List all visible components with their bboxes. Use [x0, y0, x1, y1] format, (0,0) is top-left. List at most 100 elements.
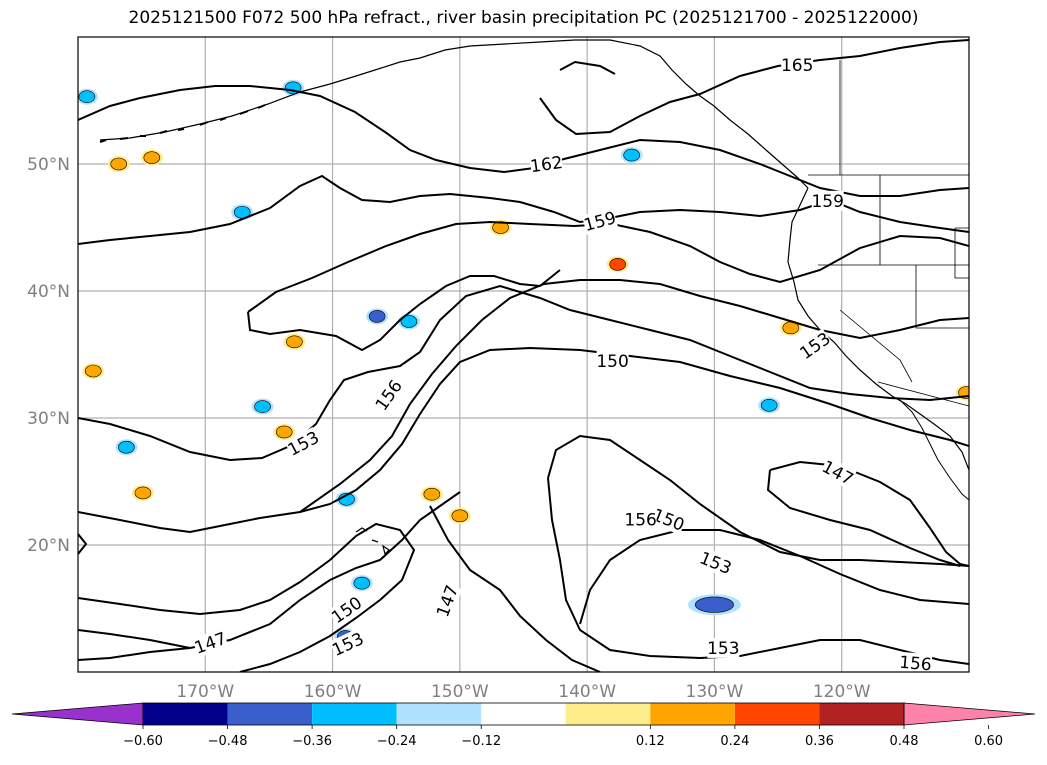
- contour-label-bg: [329, 628, 367, 660]
- colorbar-tick-label: −0.48: [208, 734, 248, 749]
- precip-patch: [110, 157, 128, 171]
- precip-patch: [275, 425, 293, 439]
- precip-patch: [400, 315, 418, 328]
- contour-label-bg: [529, 151, 564, 177]
- contour-label-bg: [432, 582, 462, 620]
- contour-label-group: 1651621591591561531531501501501561531531…: [191, 54, 932, 676]
- contour-156-loop: [247, 269, 561, 352]
- precip-patch: [118, 440, 135, 454]
- contour-label-bg: [811, 190, 844, 211]
- contour-153-sw: [78, 629, 191, 649]
- precip-patch: [492, 221, 509, 234]
- contour-150: [78, 346, 969, 534]
- contour-label-bg: [707, 637, 740, 658]
- precip-patch: [694, 596, 734, 613]
- contour-label: 147: [433, 583, 463, 620]
- lat-tick-label: 30°N: [27, 409, 70, 429]
- contour-153-south: [579, 529, 969, 625]
- contour-label-bg: [650, 504, 688, 535]
- lon-tick-label: 130°W: [686, 682, 744, 702]
- precip-patch: [760, 398, 778, 412]
- contour-label: 150: [596, 352, 628, 372]
- contour-w-edge: [78, 533, 88, 555]
- precip-patch: [451, 509, 469, 523]
- contour-label-bg: [581, 207, 618, 235]
- lon-tick-label: 160°W: [304, 682, 362, 702]
- colorbar-bin: [565, 703, 651, 725]
- contour-147-east: [769, 460, 969, 567]
- contour-150-south: [429, 505, 601, 672]
- precip-patch: [623, 148, 640, 162]
- contour-label: 153: [797, 329, 835, 364]
- contour-label: 147: [818, 457, 856, 490]
- graticule: [78, 37, 969, 672]
- colorbar-bin: [312, 703, 397, 725]
- contour-label-bg: [697, 547, 735, 579]
- contour-147-south: [78, 491, 461, 661]
- contour-156-jet: [299, 279, 969, 513]
- colorbar-tick-label: 0.24: [720, 734, 749, 749]
- contour-label: 153: [697, 548, 735, 579]
- political-borders: [808, 60, 969, 407]
- precip-patch: [423, 487, 441, 501]
- map-frame: [77, 36, 970, 673]
- contour-label-bg: [371, 376, 406, 414]
- precip-patch: [143, 151, 161, 164]
- precip-patch: [134, 486, 152, 500]
- colorbar-bin: [650, 703, 735, 725]
- contour-label: 147: [192, 629, 229, 659]
- colorbar-bin: [734, 703, 820, 725]
- precip-patch: [353, 576, 371, 590]
- colorbar-bin: [396, 703, 482, 725]
- colorbar-tick-label: −0.24: [377, 734, 417, 749]
- contour-label-bg: [796, 328, 834, 363]
- contour-147-east-b: [766, 469, 961, 567]
- colorbar-frame: [142, 702, 905, 726]
- lon-tick-label: 150°W: [431, 682, 489, 702]
- bc-coast: [787, 187, 969, 471]
- contour-label-bg: [819, 456, 857, 489]
- lat-tick-label: 50°N: [27, 155, 70, 175]
- contour-label: 150: [328, 593, 366, 628]
- colorbar-tick-label: 0.12: [636, 734, 665, 749]
- colorbar-bin: [227, 703, 313, 725]
- precip-patch: [78, 90, 96, 103]
- longitude-tick-labels: 170°W 160°W 150°W 140°W 130°W 120°W: [176, 682, 870, 702]
- contour-165: [539, 39, 969, 136]
- contour-label: 156: [624, 511, 656, 531]
- contour-156-southloop: [547, 477, 969, 665]
- contour-153: [78, 284, 969, 462]
- contour-label: 156: [898, 653, 932, 676]
- contour-label-bg: [781, 54, 814, 75]
- precip-patch: [368, 310, 386, 323]
- precip-patch: [286, 335, 303, 349]
- lon-tick-label: 170°W: [176, 682, 234, 702]
- contour-label: 156: [372, 377, 407, 415]
- colorbar-bin: [481, 703, 566, 725]
- contour-label: 159: [811, 192, 843, 212]
- colorbar-tick-label: −0.60: [123, 734, 163, 749]
- contour-label-bg: [191, 627, 229, 658]
- colorbar-extend-left: [11, 702, 144, 726]
- refractivity-contours: [78, 39, 969, 672]
- contour-label-bg: [624, 509, 657, 530]
- precip-patch: [84, 364, 102, 378]
- contour-label: 165: [781, 56, 813, 76]
- figure-title: 2025121500 F072 500 hPa refract., river …: [128, 8, 919, 28]
- contour-150-sw: [78, 522, 416, 672]
- colorbar-tick-label: 0.48: [890, 734, 919, 749]
- colorbar: −0.60 −0.48 −0.36 −0.24 −0.12 0.12 0.24 0.36 0.4…: [11, 702, 1036, 749]
- lon-tick-label: 120°W: [813, 682, 871, 702]
- lat-tick-label: 40°N: [27, 282, 70, 302]
- contour-162: [78, 85, 969, 197]
- colorbar-bin: [143, 703, 228, 725]
- contour-label: 153: [707, 639, 739, 659]
- contour-label-bg: [596, 350, 629, 371]
- contour-label-bg: [327, 592, 366, 628]
- aleutian-islands: [99, 104, 266, 143]
- precip-patch: [254, 400, 271, 413]
- contour-label: 162: [529, 153, 564, 177]
- lat-tick-label: 20°N: [27, 536, 70, 556]
- colorbar-tick-label: −0.12: [461, 734, 501, 749]
- colorbar-tick-label: 0.60: [974, 734, 1003, 749]
